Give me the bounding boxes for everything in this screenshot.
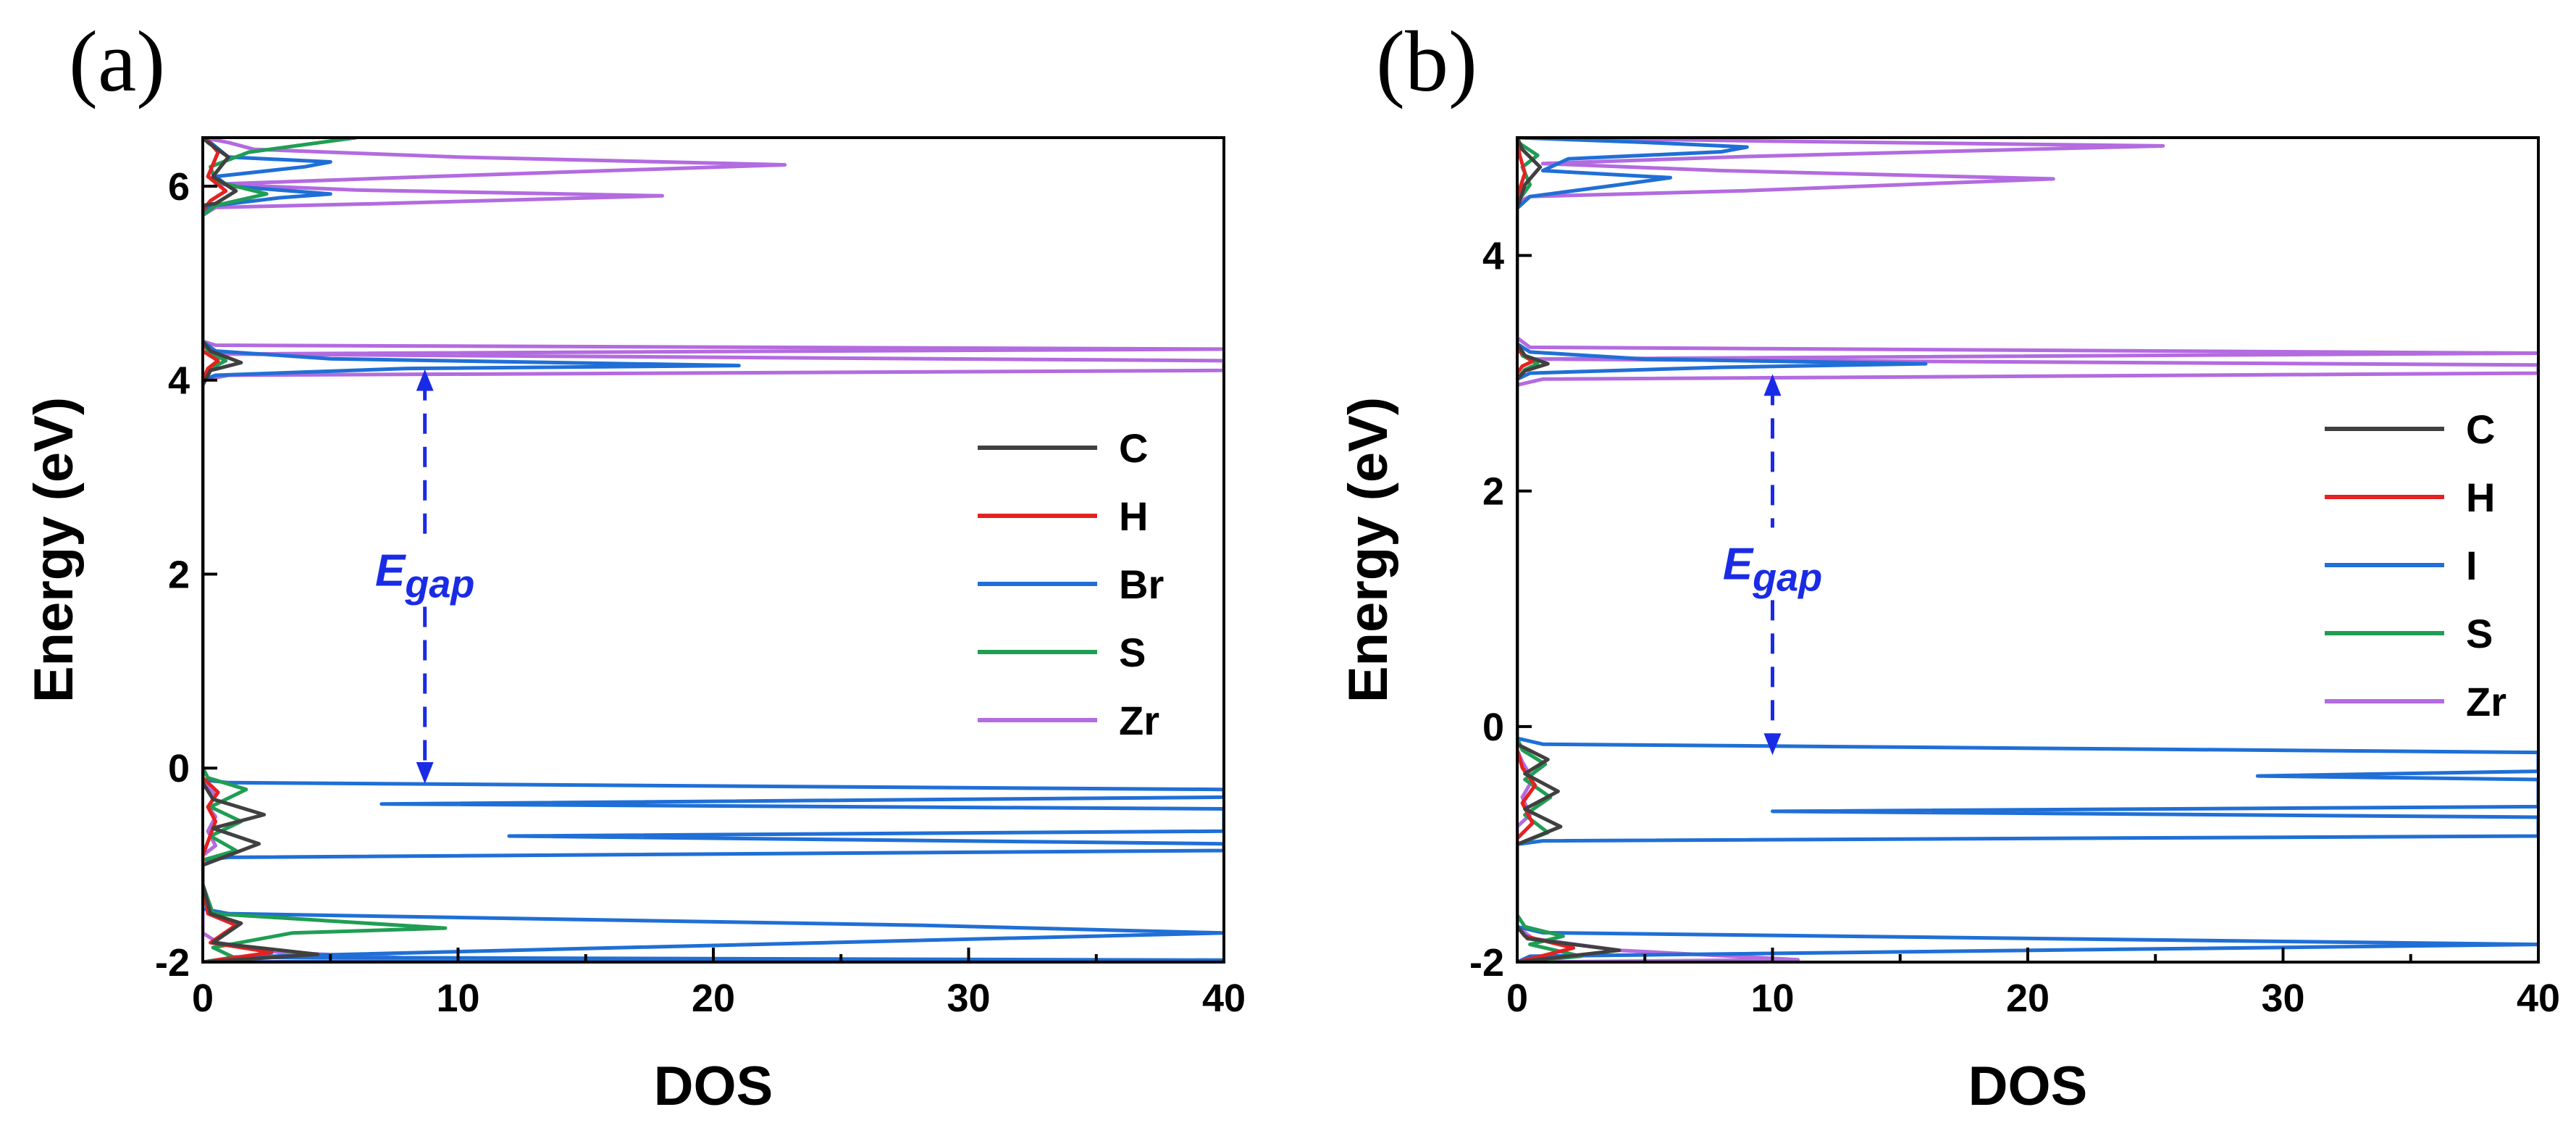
panel-a-egap-label: Egap (375, 546, 474, 606)
panel-b-y-tick-label: -2 (1469, 941, 1504, 985)
panel-a-legend-label-c: C (1119, 425, 1148, 471)
panel-b-x-tick-label: 0 (1506, 977, 1528, 1020)
panel-a-x-tick-label: 20 (692, 977, 735, 1020)
panel-a-label: (a) (69, 13, 165, 109)
panel-b-series-i (1517, 138, 2538, 962)
panel-b-x-tick-label: 20 (2006, 977, 2050, 1020)
panel-a-y-axis-title: Energy (eV) (23, 397, 85, 703)
panel-b-y-tick-label: 2 (1482, 470, 1504, 514)
panel-a-legend: CH Br S Zr (978, 425, 1164, 743)
panel-b-x-axis-title: DOS (1968, 1056, 2088, 1117)
panel-a-series-c (203, 138, 320, 962)
panel-a-y-tick-label: -2 (155, 941, 190, 985)
panel-a-legend-label-s: S (1119, 630, 1146, 675)
panel-b-legend-label-i: I (2466, 543, 2478, 588)
panel-b-x-tick-label: 30 (2261, 977, 2304, 1020)
panel-a-y-tick-label: 2 (168, 553, 190, 596)
panel-b-legend-label-s: S (2466, 611, 2493, 656)
panel-a-x-tick-label: 10 (436, 977, 479, 1020)
panel-a-legend-label-zr: Zr (1119, 698, 1159, 743)
panel-b-legend-label-zr: Zr (2466, 679, 2506, 724)
panel-a-legend-label-br: Br (1119, 561, 1164, 607)
panel-a-x-tick-label: 30 (947, 977, 990, 1020)
panel-a-series-group (203, 138, 1224, 962)
panel-b-series-c (1517, 138, 1621, 962)
panel-a-egap-annotation: Egap (375, 369, 474, 784)
panel-a-series-h (203, 138, 274, 962)
panel-b-x-tick-label: 10 (1750, 977, 1794, 1020)
panel-b-legend-label-c: C (2466, 406, 2495, 452)
panel-a-x-tick-label: 0 (192, 977, 214, 1020)
panel-b-series-group (1517, 138, 2538, 962)
panel-b-series-h (1517, 138, 1576, 962)
panel-a-y-tick-label: 6 (168, 165, 190, 209)
panel-b-y-axis-title: Energy (eV) (1338, 397, 1399, 703)
panel-a-y-tick-label: 4 (168, 359, 190, 403)
panel-b-series-s (1517, 138, 1583, 962)
panel-a-series-br (203, 138, 1224, 962)
panel-b-egap-annotation: Egap (1723, 374, 1822, 756)
panel-a-legend-label-h: H (1119, 493, 1148, 539)
panel-a-x-tick-label: 40 (1202, 977, 1246, 1020)
panel-a-y-tick-label: 0 (168, 747, 190, 790)
panel-a-x-axis-title: DOS (654, 1056, 773, 1117)
panel-b-x-tick-label: 40 (2517, 977, 2560, 1020)
panel-b-label: (b) (1376, 13, 1477, 109)
panel-b-y-tick-label: 0 (1482, 706, 1504, 749)
panel-a-series-s (203, 138, 448, 962)
panel-b-legend-label-h: H (2466, 475, 2495, 520)
panel-b-y-tick-label: 4 (1482, 235, 1504, 278)
panel-b-series-zr (1517, 138, 2538, 962)
panel-b-egap-label: Egap (1723, 539, 1822, 599)
